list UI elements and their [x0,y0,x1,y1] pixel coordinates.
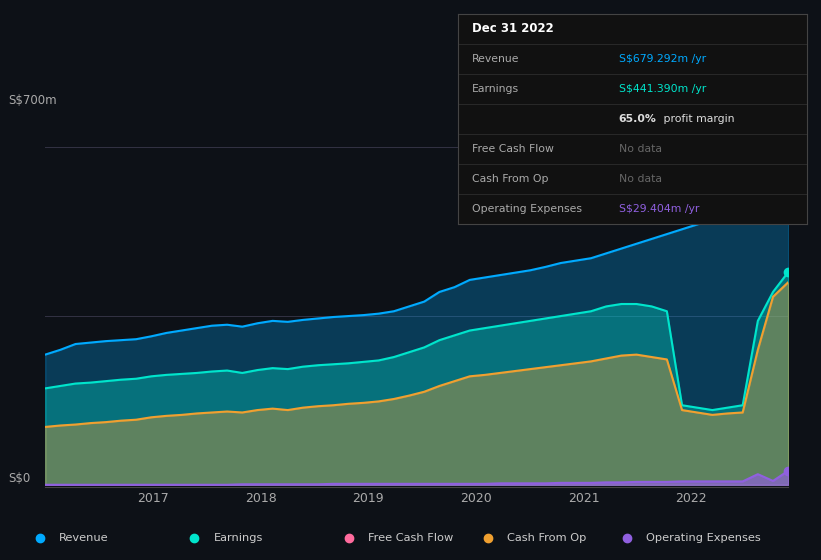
Text: Dec 31 2022: Dec 31 2022 [472,22,554,35]
Text: Revenue: Revenue [59,533,109,543]
Text: 65.0%: 65.0% [619,114,657,124]
Text: Earnings: Earnings [213,533,263,543]
Text: Cash From Op: Cash From Op [472,174,548,184]
Text: No data: No data [619,144,662,154]
Text: S$700m: S$700m [8,94,57,108]
Text: S$29.404m /yr: S$29.404m /yr [619,204,699,214]
Text: S$679.292m /yr: S$679.292m /yr [619,54,706,64]
Text: Free Cash Flow: Free Cash Flow [368,533,453,543]
Text: Free Cash Flow: Free Cash Flow [472,144,554,154]
Text: Cash From Op: Cash From Op [507,533,586,543]
Text: Operating Expenses: Operating Expenses [472,204,582,214]
Text: profit margin: profit margin [661,114,735,124]
Text: Earnings: Earnings [472,84,519,94]
Text: No data: No data [619,174,662,184]
Text: Operating Expenses: Operating Expenses [646,533,760,543]
Text: S$0: S$0 [8,472,30,486]
Text: S$441.390m /yr: S$441.390m /yr [619,84,706,94]
Text: Revenue: Revenue [472,54,520,64]
